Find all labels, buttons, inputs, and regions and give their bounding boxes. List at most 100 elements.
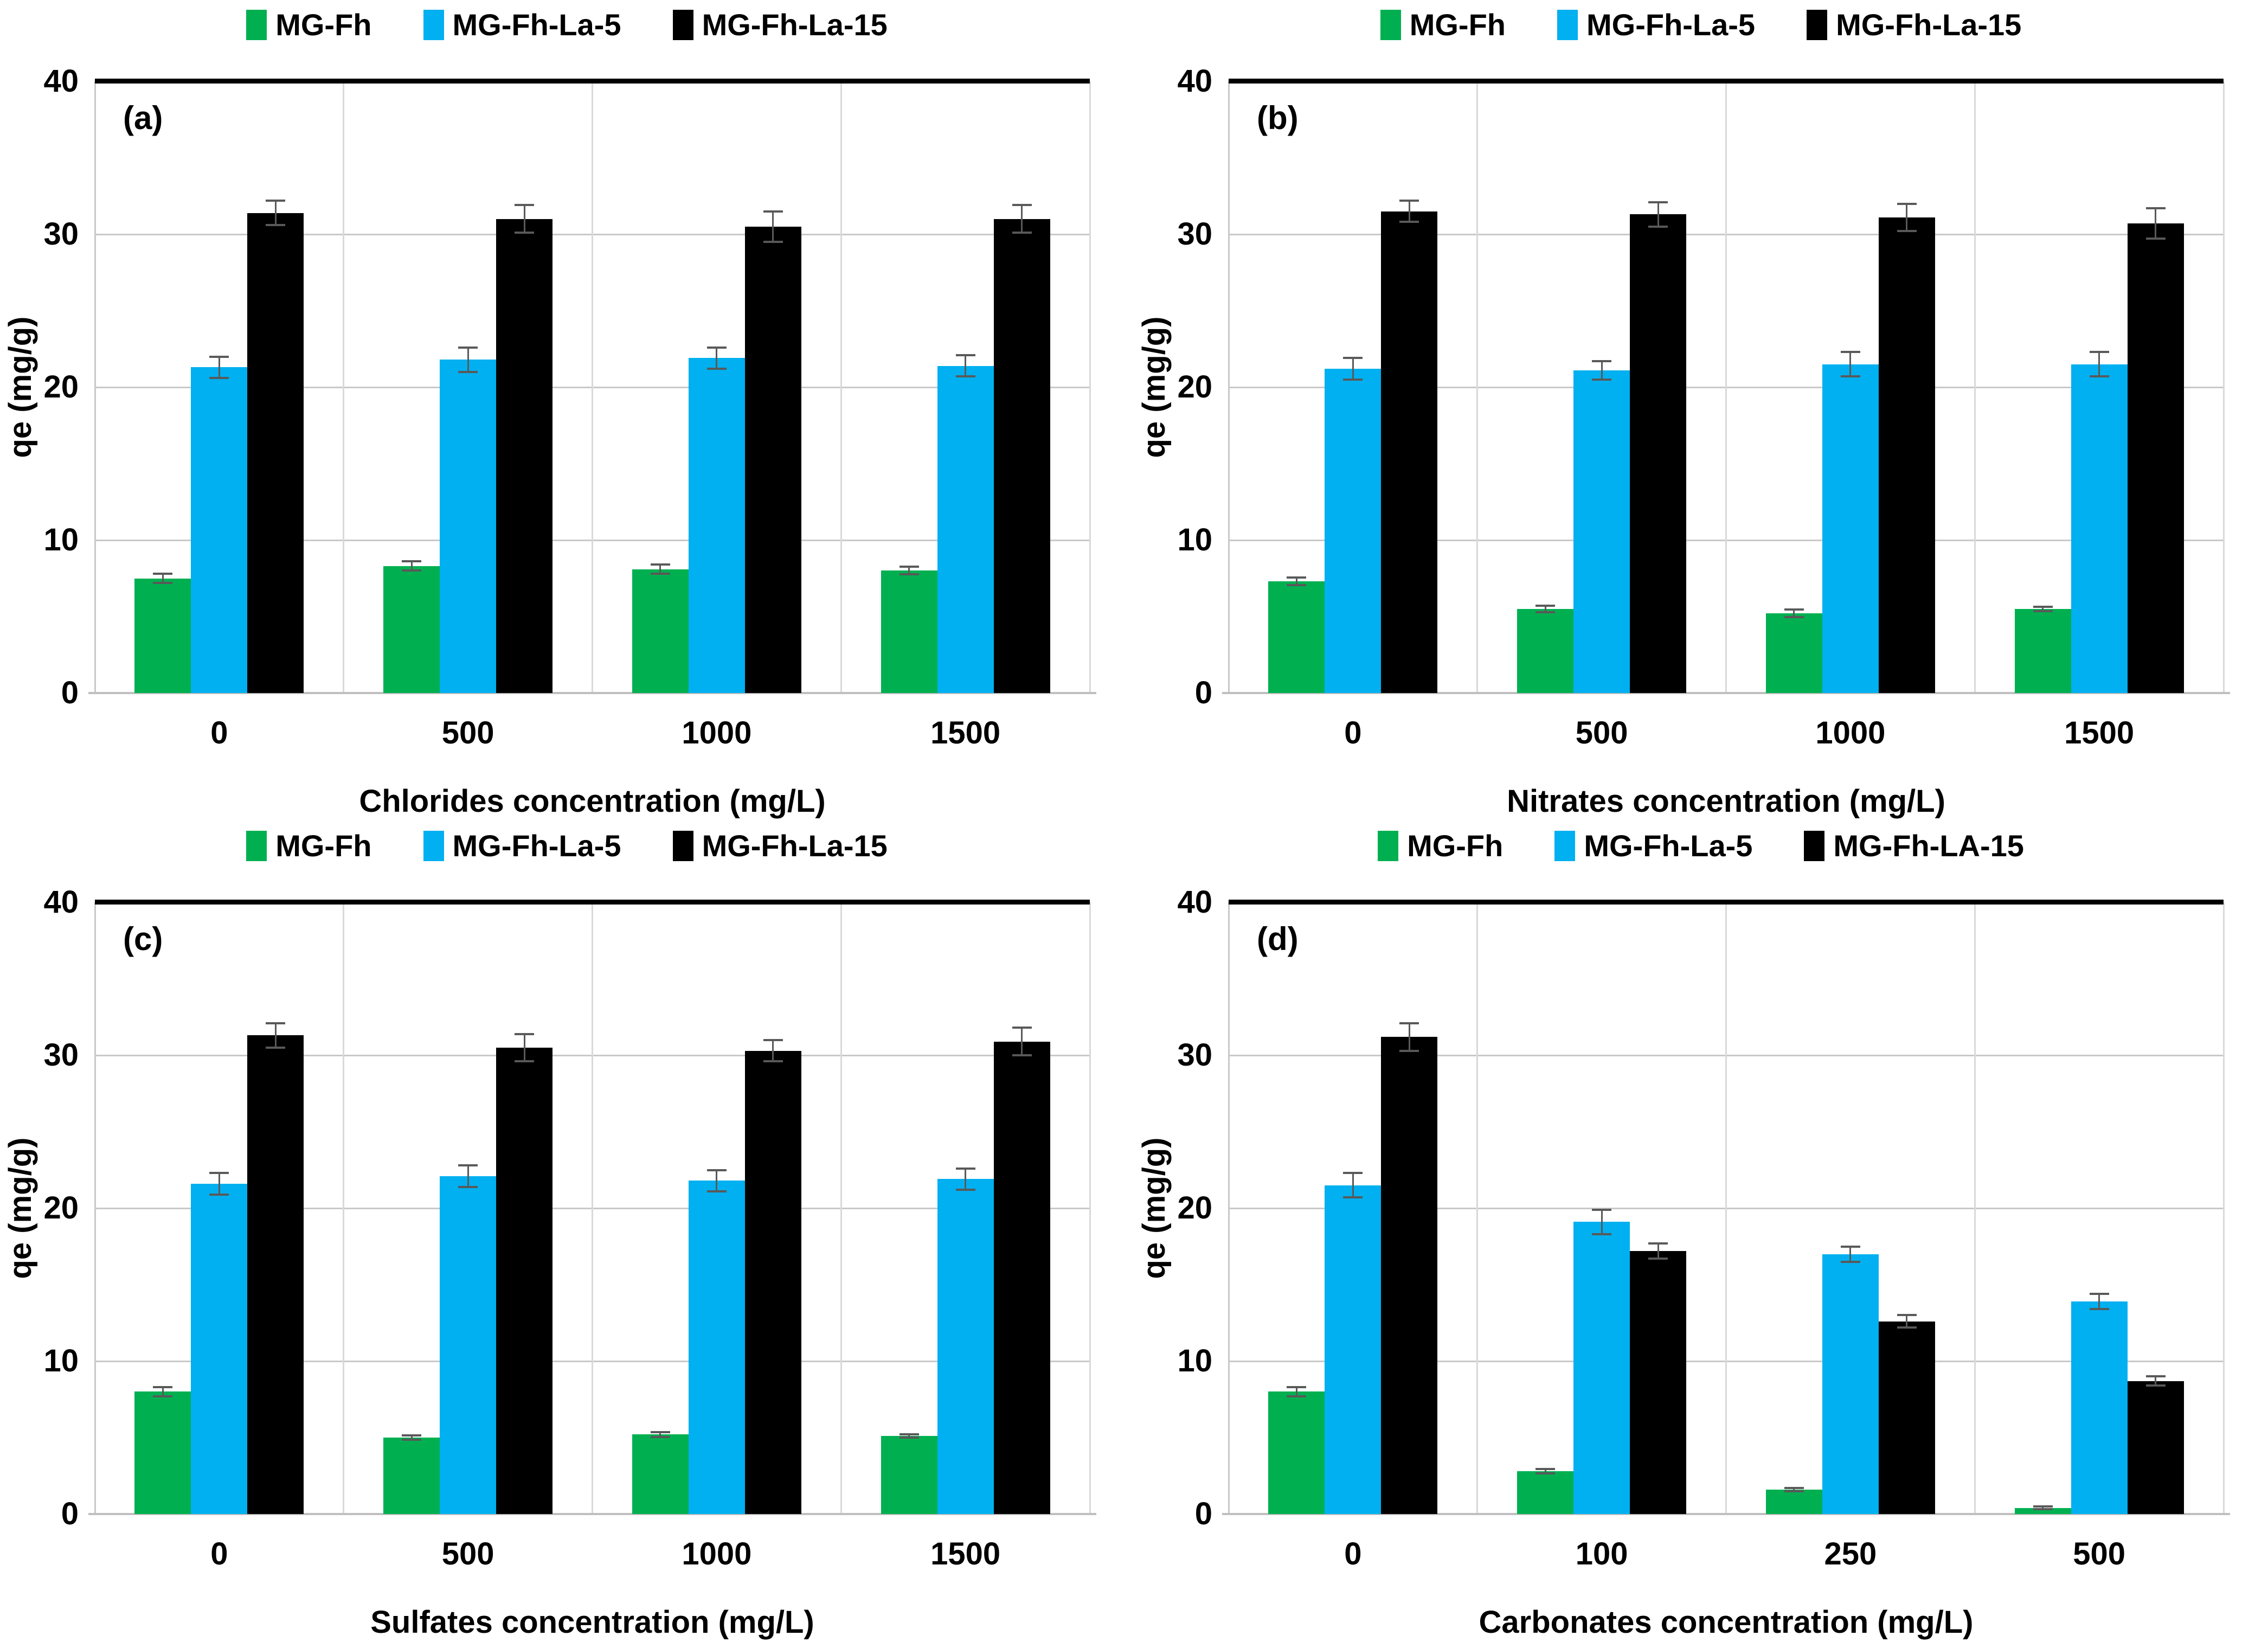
y-axis-line	[1228, 81, 1230, 693]
v-gridline	[343, 81, 345, 693]
error-bar-cap-bottom	[2089, 375, 2109, 378]
x-tick-label: 250	[1824, 1536, 1877, 1572]
error-bar-cap-bottom	[2033, 610, 2053, 613]
error-bar-cap-bottom	[1648, 225, 1668, 228]
bar-mg-fh-la-5-x500	[1573, 370, 1630, 693]
error-bar-cap-bottom	[706, 368, 727, 370]
y-tick-label: 20	[1177, 369, 1212, 405]
error-bar-cap-bottom	[650, 573, 670, 575]
error-bar-line	[410, 1435, 413, 1440]
y-tick-label: 0	[61, 675, 79, 710]
x-tick-label: 0	[210, 1536, 228, 1572]
error-bar-cap-top	[153, 573, 173, 575]
v-gridline	[1725, 81, 1727, 693]
error-bar-cap-bottom	[1784, 616, 1804, 619]
error-bar-cap-top	[1535, 1467, 1556, 1470]
x-tick-label: 100	[1575, 1536, 1628, 1572]
panel-a: MG-Fh MG-Fh-La-5 MG-Fh-La-15 0 10 20 30 40 qe (m…	[0, 0, 1134, 821]
error-bar-cap-bottom	[1343, 1196, 1363, 1199]
error-bar-line	[1849, 352, 1852, 377]
v-gridline	[1476, 902, 1479, 1514]
y-axis-title: qe (mg/g)	[3, 316, 38, 458]
legend-swatch-icon	[672, 10, 693, 40]
error-bar-cap-bottom	[458, 1185, 478, 1188]
y-tick-label: 0	[1194, 675, 1212, 710]
error-bar-cap-top	[266, 199, 286, 202]
bar-mg-fh-la-15-x1000	[744, 1050, 801, 1514]
error-bar-line	[772, 211, 774, 242]
v-gridline	[1974, 902, 1976, 1514]
bar-mg-fh-la-5-x100	[1573, 1222, 1630, 1514]
bar-mg-fh-x500	[383, 1438, 440, 1514]
bar-mg-fh-x1500	[881, 570, 937, 693]
legend-swatch-icon	[1557, 10, 1578, 40]
error-bar-cap-bottom	[1343, 378, 1363, 381]
y-tick-label: 40	[1177, 884, 1212, 920]
error-bar-line	[410, 561, 413, 571]
error-bar-cap-top	[706, 346, 727, 349]
x-axis-baseline	[88, 692, 1096, 694]
bar-mg-fh-la-5-x1500	[2071, 364, 2128, 693]
x-axis-title: Chlorides concentration (mg/L)	[359, 784, 826, 819]
y-tick-label: 40	[1177, 63, 1212, 99]
legend-label: MG-Fh-LA-15	[1833, 829, 2024, 863]
error-bar-cap-bottom	[2145, 238, 2166, 240]
error-bar-cap-top	[1592, 1208, 1612, 1211]
error-bar-cap-top	[1535, 605, 1556, 607]
bar-mg-fh-la-15-x500	[1630, 214, 1687, 693]
legend-label: MG-Fh-La-15	[1836, 8, 2022, 42]
error-bar-line	[1021, 205, 1023, 233]
error-bar-cap-top	[955, 1167, 975, 1170]
y-axis-title: qe (mg/g)	[3, 1137, 38, 1279]
error-bar-cap-bottom	[1648, 1258, 1668, 1260]
x-axis-baseline	[88, 1513, 1096, 1515]
legend-label: MG-Fh-La-5	[1584, 829, 1753, 863]
bar-mg-fh-la-15-x1000	[744, 226, 801, 693]
error-bar-line	[1544, 606, 1546, 612]
legend-item-mg-fh: MG-Fh	[246, 831, 372, 861]
legend-swatch-icon	[1378, 831, 1399, 861]
x-tick-label: 500	[1575, 715, 1628, 751]
error-bar-cap-bottom	[1897, 1326, 1917, 1329]
y-tick-label: 40	[43, 884, 79, 920]
error-bar-cap-bottom	[266, 1046, 286, 1049]
plot-top-border	[95, 79, 1090, 84]
x-tick-label: 1000	[682, 1536, 752, 1572]
bar-mg-fh-x1000	[632, 1434, 689, 1514]
bar-mg-fh-la-15-x500	[496, 1047, 553, 1514]
error-bar-cap-top	[1840, 1245, 1860, 1248]
error-bar-cap-top	[1840, 351, 1860, 354]
panel-b: MG-Fh MG-Fh-La-5 MG-Fh-La-15 0 10 20 30 40 qe (m…	[1134, 0, 2268, 821]
legend-label: MG-Fh	[275, 8, 372, 42]
error-bar-cap-top	[1648, 1242, 1668, 1245]
error-bar-cap-bottom	[266, 224, 286, 227]
error-bar-line	[1021, 1028, 1023, 1055]
error-bar-line	[467, 1165, 469, 1187]
error-bar-line	[1544, 1468, 1546, 1474]
error-bar-line	[2098, 1293, 2100, 1310]
y-axis-line	[1228, 902, 1230, 1514]
plot-top-border	[95, 900, 1090, 905]
legend-label: MG-Fh-La-5	[1586, 8, 1756, 42]
error-bar-cap-bottom	[515, 1060, 535, 1063]
error-bar-line	[218, 356, 220, 379]
legend-item-mg-fh-la-5: MG-Fh-La-5	[1554, 831, 1752, 861]
bar-mg-fh-x1000	[632, 569, 689, 693]
bar-mg-fh-la-15-x0	[247, 1035, 304, 1514]
error-bar-cap-top	[2145, 1375, 2166, 1378]
error-bar-cap-bottom	[1592, 1233, 1612, 1235]
error-bar-cap-bottom	[153, 1395, 173, 1397]
error-bar-cap-bottom	[402, 569, 422, 572]
y-tick-label: 30	[43, 1037, 79, 1073]
error-bar-cap-bottom	[763, 241, 783, 243]
bar-mg-fh-la-5-x500	[440, 1176, 497, 1514]
x-tick-label: 1500	[930, 1536, 1001, 1572]
plot-area: (a)	[88, 79, 1096, 694]
x-tick-label: 1000	[682, 715, 752, 751]
error-bar-cap-top	[458, 346, 478, 349]
bar-mg-fh-la-15-x1500	[993, 219, 1050, 693]
error-bar-cap-top	[153, 1386, 173, 1388]
legend-item-mg-fh-la-15: MG-Fh-La-15	[672, 831, 888, 861]
error-bar-cap-top	[1287, 1386, 1307, 1388]
error-bar-cap-top	[2089, 1292, 2109, 1295]
